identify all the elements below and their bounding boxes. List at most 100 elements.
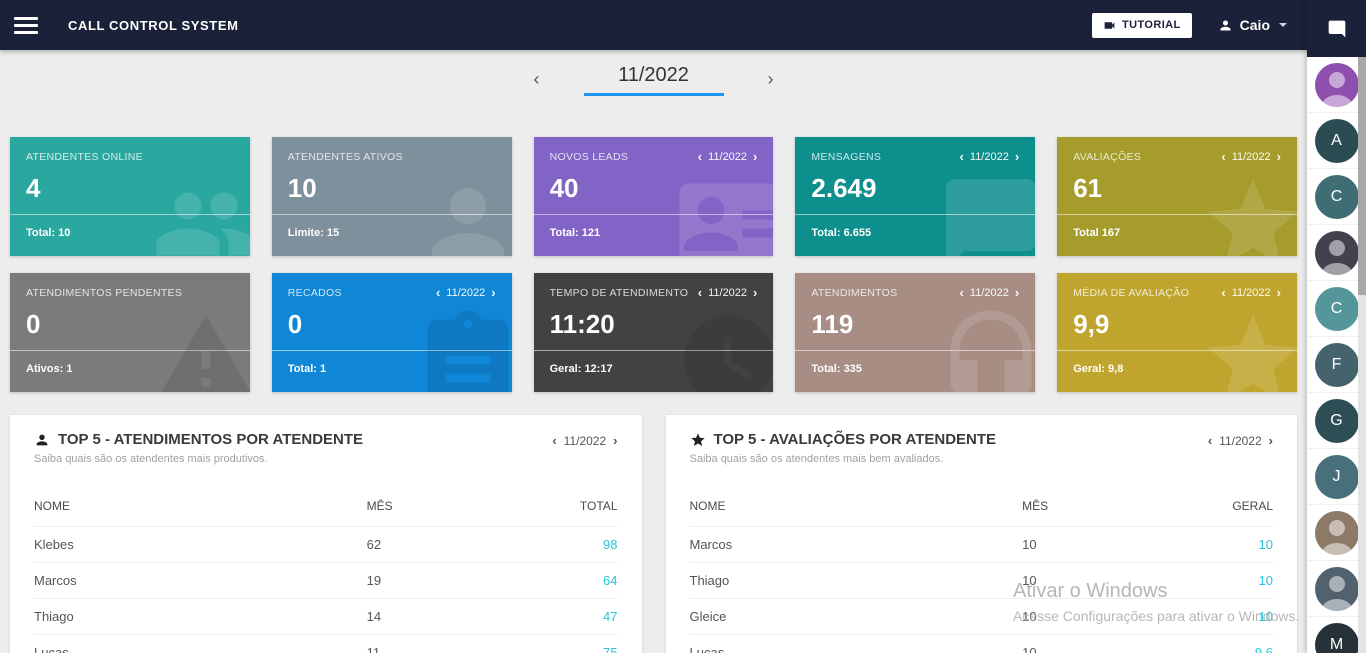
card-date-nav[interactable]: ‹ 11/2022 › [960, 149, 1020, 164]
cell-total[interactable]: 75 [524, 634, 618, 653]
column-header: GERAL [1232, 499, 1273, 513]
chevron-left-icon[interactable]: ‹ [1207, 433, 1213, 448]
contact-avatar[interactable]: F [1307, 337, 1366, 393]
table-row[interactable]: Klebes 62 98 [34, 526, 618, 563]
panel-subtitle: Saiba quais são os atendentes mais bem a… [689, 453, 944, 465]
scrollbar-thumb[interactable] [1358, 57, 1366, 295]
contact-avatar[interactable] [1307, 561, 1366, 617]
table-row[interactable]: Lucas 10 9.6 [689, 634, 1273, 653]
top-navbar: CALL CONTROL SYSTEM TUTORIAL Caio [0, 0, 1366, 50]
period-prev-button[interactable]: ‹ [533, 69, 540, 89]
chevron-right-icon[interactable]: › [1276, 285, 1281, 300]
contact-avatar[interactable]: J [1307, 449, 1366, 505]
chevron-right-icon[interactable]: › [491, 285, 496, 300]
cell-geral[interactable]: 10 [1179, 562, 1273, 599]
hamburger-menu-icon[interactable] [14, 13, 38, 38]
cell-geral[interactable]: 10 [1179, 526, 1273, 563]
card-date-nav[interactable]: ‹ 11/2022 › [1221, 149, 1281, 164]
chevron-right-icon[interactable]: › [613, 433, 618, 448]
card-value: 61 [1073, 173, 1103, 203]
chevron-right-icon[interactable]: › [753, 149, 758, 164]
panel-date-nav[interactable]: ‹ 11/2022 › [552, 433, 617, 448]
contact-avatar[interactable] [1307, 225, 1366, 281]
chevron-left-icon[interactable]: ‹ [1221, 149, 1226, 164]
contact-avatar[interactable] [1307, 57, 1366, 113]
tutorial-button[interactable]: TUTORIAL [1092, 12, 1192, 38]
card-footer: Total: 1 [287, 363, 327, 375]
contact-avatar[interactable] [1307, 505, 1366, 561]
card-atendentes-online: ATENDENTES ONLINE 4 Total: 10 [10, 137, 250, 256]
chevron-left-icon[interactable]: ‹ [959, 285, 964, 300]
card-date-nav[interactable]: ‹ 11/2022 › [1221, 285, 1281, 300]
card-footer: Total: 10 [26, 227, 71, 239]
period-value[interactable]: 11/2022 [583, 64, 724, 96]
cell-total[interactable]: 64 [524, 562, 618, 599]
chevron-left-icon[interactable]: ‹ [697, 149, 703, 164]
chat-icon [1328, 20, 1345, 37]
panel-subtitle: Saiba quais são os atendentes mais produ… [34, 453, 268, 465]
avatar-initial: C [1330, 187, 1343, 205]
chevron-left-icon[interactable]: ‹ [435, 285, 441, 300]
card-title: RECADOS [287, 286, 342, 299]
contact-avatar[interactable]: M [1307, 617, 1366, 653]
chevron-right-icon[interactable]: › [1014, 149, 1020, 164]
cell-geral[interactable]: 10 [1179, 598, 1273, 635]
person-photo-icon [1320, 71, 1353, 107]
avatar-letter: G [1314, 398, 1359, 443]
panel-date-nav[interactable]: ‹ 11/2022 › [1208, 433, 1273, 448]
panel-top5-atendimentos: TOP 5 - ATENDIMENTOS POR ATENDENTE ‹ 11/… [10, 415, 642, 653]
card-footer: Total 167 [1073, 227, 1121, 239]
cell-geral[interactable]: 9.6 [1179, 634, 1273, 653]
chevron-right-icon[interactable]: › [1268, 433, 1273, 448]
chevron-left-icon[interactable]: ‹ [552, 433, 557, 448]
cell-mes: 11 [366, 634, 525, 653]
metric-cards-grid: ATENDENTES ONLINE 4 Total: 10 ATENDENTES… [10, 137, 1297, 392]
card-footer: Limite: 15 [287, 227, 340, 239]
cell-nome: Thiago [34, 598, 367, 635]
period-next-button[interactable]: › [767, 69, 774, 89]
cell-total[interactable]: 98 [524, 526, 618, 563]
table-row[interactable]: Lucas 11 75 [34, 634, 618, 653]
card-novos-leads: NOVOS LEADS ‹ 11/2022 › 40 Total: 121 [533, 137, 774, 256]
avatar-letter: C [1314, 174, 1359, 219]
cell-nome: Lucas [689, 634, 1023, 653]
user-menu[interactable]: Caio [1218, 17, 1287, 33]
card-mensagens: MENSAGENS ‹ 11/2022 › 2.649 Total: 6.655 [795, 137, 1036, 256]
avatar-initial: J [1332, 467, 1341, 485]
contact-avatar[interactable]: C [1307, 281, 1366, 337]
card-atendentes-ativos: ATENDENTES ATIVOS 10 Limite: 15 [271, 137, 512, 256]
chat-sidebar-header[interactable] [1307, 0, 1366, 57]
card-date-label: 11/2022 [969, 150, 1009, 163]
card-footer: Ativos: 1 [26, 363, 73, 375]
table-row[interactable]: Marcos 10 10 [689, 526, 1273, 563]
card-title: TEMPO DE ATENDIMENTO [549, 286, 689, 299]
card-footer: Geral: 12:17 [549, 363, 613, 375]
contact-avatar[interactable]: G [1307, 393, 1366, 449]
person-icon [36, 434, 48, 445]
contact-avatar[interactable]: C [1307, 169, 1366, 225]
table-row[interactable]: Thiago 10 10 [689, 562, 1273, 599]
chevron-left-icon[interactable]: ‹ [959, 149, 964, 164]
card-date-nav[interactable]: ‹ 11/2022 › [960, 285, 1020, 300]
card-title: AVALIAÇÕES [1073, 150, 1142, 163]
chevron-right-icon[interactable]: › [753, 285, 758, 300]
card-date-nav[interactable]: ‹ 11/2022 › [698, 149, 758, 164]
card-value: 119 [811, 309, 854, 339]
table-row[interactable]: Marcos 19 64 [34, 562, 618, 599]
contact-avatar[interactable]: A [1307, 113, 1366, 169]
avatar-initial: C [1330, 299, 1343, 317]
person-photo-icon [1320, 519, 1353, 555]
cell-total[interactable]: 47 [524, 598, 618, 635]
card-date-nav[interactable]: ‹ 11/2022 › [436, 285, 496, 300]
card-date-nav[interactable]: ‹ 11/2022 › [698, 285, 758, 300]
cell-nome: Marcos [34, 562, 367, 599]
scrollbar[interactable] [1358, 57, 1366, 653]
chevron-left-icon[interactable]: ‹ [697, 285, 703, 300]
chevron-right-icon[interactable]: › [1014, 285, 1020, 300]
chevron-left-icon[interactable]: ‹ [1221, 285, 1226, 300]
app-title: CALL CONTROL SYSTEM [68, 17, 239, 33]
person-photo-icon [1320, 239, 1353, 275]
table-row[interactable]: Thiago 14 47 [34, 598, 618, 635]
chevron-right-icon[interactable]: › [1276, 149, 1281, 164]
table-row[interactable]: Gleice 10 10 [689, 598, 1273, 635]
